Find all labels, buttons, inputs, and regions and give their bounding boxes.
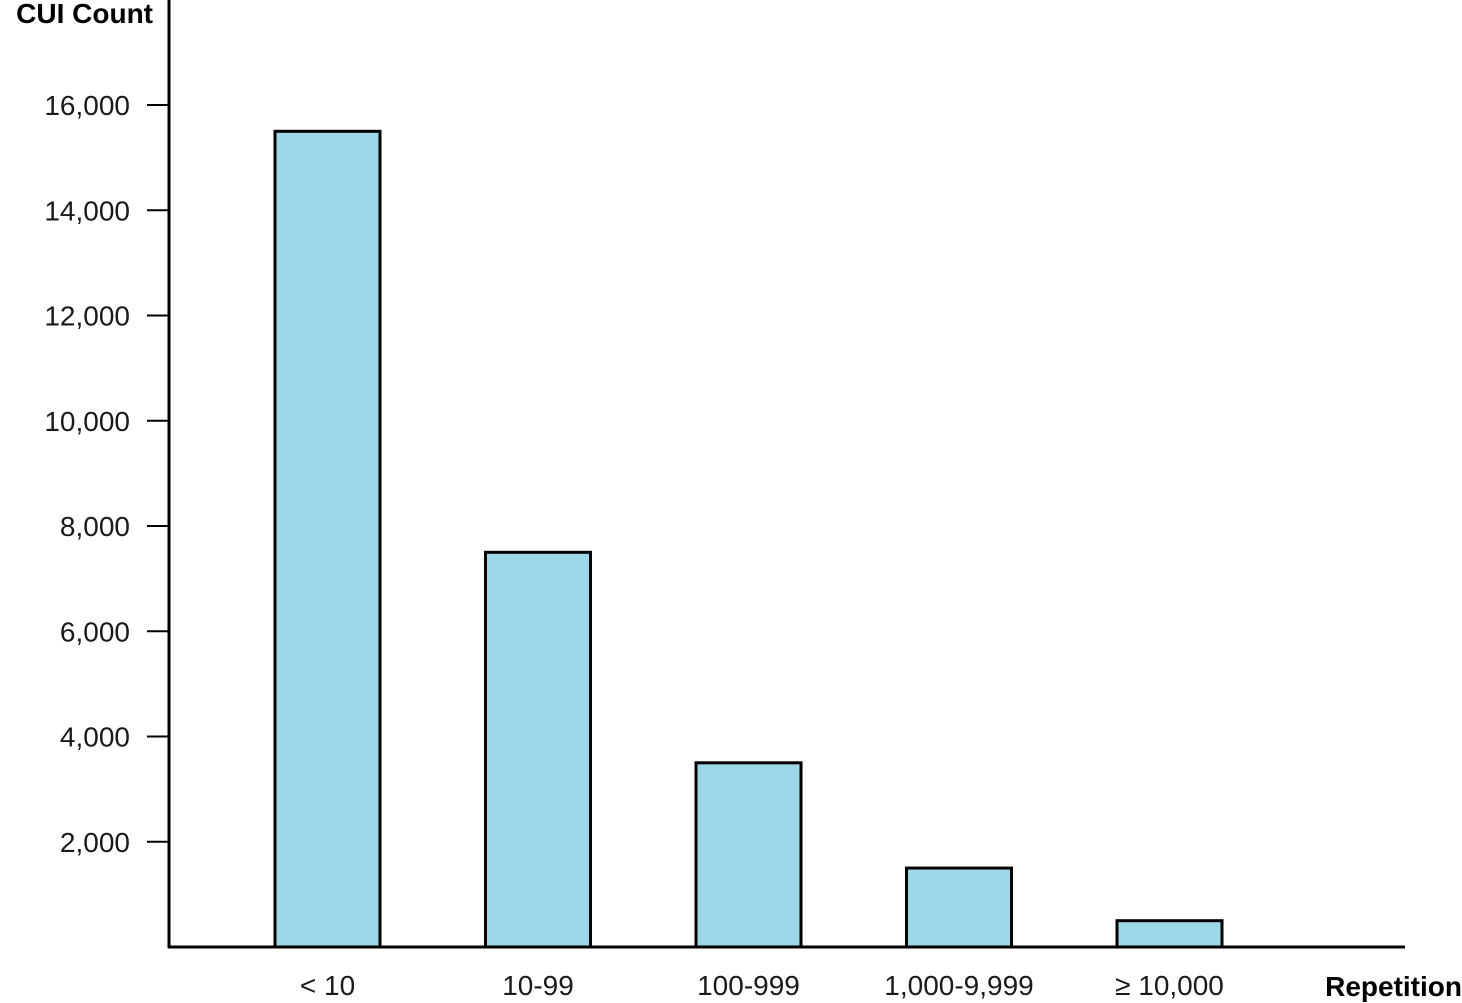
bar-0 [273,129,382,949]
x-axis-labels: < 10 10-99 100-999 1,000-9,999 ≥ 10,000 [300,970,1224,1001]
y-tick-label: 6,000 [60,616,130,647]
y-tick-label: 8,000 [60,511,130,542]
x-tick-label: 100-999 [697,970,800,1001]
y-tick-label: 14,000 [44,195,130,226]
y-tick-label: 16,000 [44,90,130,121]
x-tick-label: < 10 [300,970,355,1001]
x-tick-label: 10-99 [502,970,574,1001]
y-tick-label: 2,000 [60,827,130,858]
y-tick-label: 4,000 [60,722,130,753]
y-axis-ticks: 2,000 4,000 6,000 8,000 10,000 12,000 14,000 16… [44,90,169,858]
y-axis-title: CUI Count [16,0,153,29]
bar-4 [1115,919,1224,949]
bar-3 [905,866,1013,949]
x-axis-title: Repetition [1325,971,1462,1002]
bar-2 [694,761,803,949]
bar-1 [484,550,592,949]
x-tick-label: ≥ 10,000 [1115,970,1224,1001]
y-tick-label: 12,000 [44,301,130,332]
bars-group [273,129,1224,949]
x-tick-label: 1,000-9,999 [884,970,1033,1001]
y-tick-label: 10,000 [44,406,130,437]
